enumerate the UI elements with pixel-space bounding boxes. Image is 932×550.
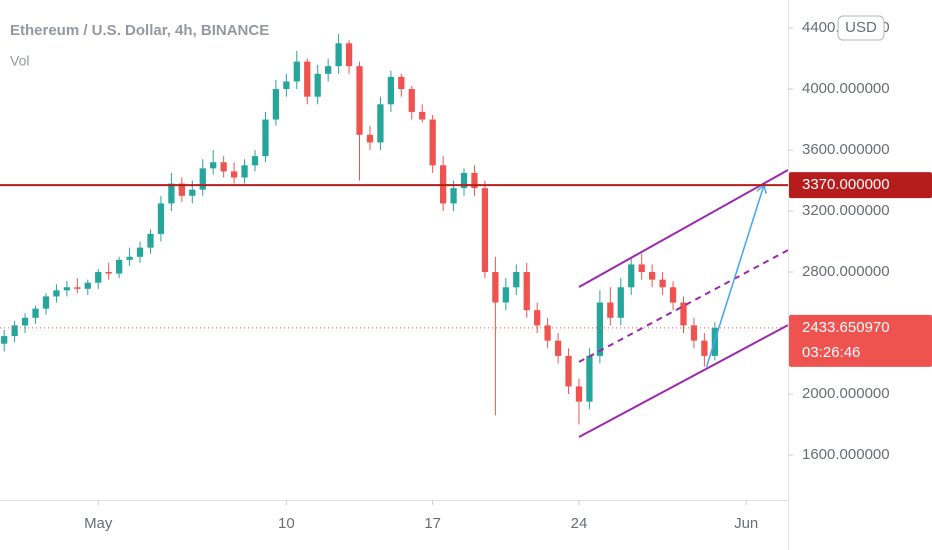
y-tick-label: 3600.000000 <box>802 141 890 158</box>
candle-body <box>314 73 321 97</box>
candle-body <box>586 355 593 402</box>
candle-body <box>116 259 123 274</box>
candle-body <box>450 188 457 204</box>
currency-badge <box>837 15 885 41</box>
candle-body <box>84 282 91 289</box>
x-tick-label: 24 <box>571 515 588 532</box>
candle-body <box>147 233 154 248</box>
candle-body <box>178 183 185 196</box>
channel-line <box>578 169 788 288</box>
candle-body <box>554 340 562 356</box>
candle-body <box>53 290 60 297</box>
candle-body <box>1 336 8 344</box>
price-badge <box>789 314 932 367</box>
candle-body <box>492 272 499 303</box>
candle-body <box>607 302 614 318</box>
candle-body <box>272 89 280 120</box>
x-tick-label: 17 <box>424 515 441 532</box>
candle-body <box>325 66 332 74</box>
candle-body <box>513 272 520 288</box>
candle-body <box>649 272 656 280</box>
price-badge <box>789 172 932 199</box>
candle-body <box>63 287 71 291</box>
candle-body <box>408 89 415 112</box>
y-tick-label: 2000.000000 <box>802 385 890 402</box>
candle-body <box>419 111 426 120</box>
candle-body <box>304 61 311 97</box>
candle-body <box>293 61 300 82</box>
candle-body <box>136 247 144 257</box>
candle-body <box>95 272 102 283</box>
channel-line <box>578 324 788 438</box>
candle-body <box>11 325 18 337</box>
candle-body <box>596 302 604 356</box>
candle-body <box>262 119 269 157</box>
candle-body <box>523 272 530 311</box>
y-tick-label: 1600.000000 <box>802 446 890 463</box>
price-badge-label: 2433.650970 <box>802 319 890 336</box>
candle-body <box>356 66 363 135</box>
x-tick-label: Jun <box>734 515 758 532</box>
candle-body <box>575 386 583 402</box>
candle-body <box>701 340 708 356</box>
candle-body <box>638 264 645 273</box>
candle-body <box>460 172 468 189</box>
candle-body <box>210 162 217 169</box>
candle-body <box>387 76 394 105</box>
candle-body <box>126 256 133 260</box>
candle-body <box>690 325 698 341</box>
x-tick-label: May <box>84 515 113 532</box>
chart-title: Ethereum / U.S. Dollar, 4h, BINANCE <box>10 22 269 39</box>
candle-body <box>335 43 342 67</box>
y-tick-label: 3200.000000 <box>802 202 890 219</box>
candle-body <box>680 302 687 326</box>
candle-body <box>199 168 206 190</box>
candle-body <box>429 119 436 166</box>
currency-label: USD <box>845 19 877 36</box>
candle-body <box>544 325 551 341</box>
candle-body <box>398 76 405 90</box>
candle-body <box>32 308 39 318</box>
candle-body <box>502 287 509 303</box>
candle-body <box>189 189 196 196</box>
candle-body <box>74 287 81 289</box>
candle-body <box>157 203 165 234</box>
countdown-label: 03:26:46 <box>802 344 860 361</box>
candle-body <box>481 188 489 273</box>
candle-body <box>283 81 290 90</box>
candle-body <box>617 287 624 318</box>
projection-arrow <box>705 185 763 368</box>
candle-body <box>377 104 384 143</box>
candle-body <box>669 287 677 303</box>
candle-body <box>251 156 259 166</box>
candle-body <box>659 279 666 288</box>
candle-body <box>241 165 248 178</box>
candle-body <box>366 134 374 143</box>
price-badge-label: 3370.000000 <box>802 176 890 193</box>
candle-body <box>471 172 478 189</box>
candle-body <box>168 183 175 204</box>
plot-area <box>1 34 788 438</box>
candle-body <box>628 264 635 288</box>
volume-label: Vol <box>10 53 29 69</box>
candle-body <box>220 162 227 172</box>
x-tick-label: 10 <box>278 515 295 532</box>
candle-body <box>565 355 572 387</box>
y-tick-label: 2800.000000 <box>802 263 890 280</box>
candle-body <box>230 171 238 178</box>
candle-body <box>21 317 29 326</box>
y-tick-label: 4000.000000 <box>802 80 890 97</box>
candle-body <box>345 43 353 67</box>
candle-body <box>534 310 541 326</box>
candle-body <box>42 296 50 309</box>
candle-body <box>105 272 112 274</box>
